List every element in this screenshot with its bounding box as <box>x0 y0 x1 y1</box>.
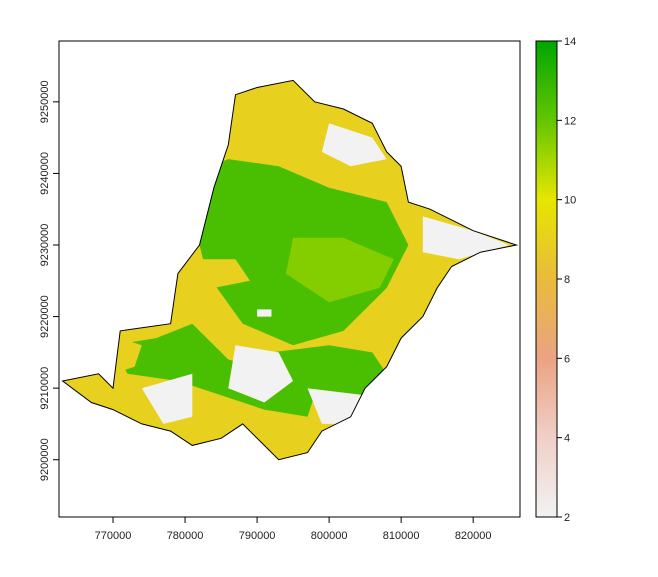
y-tick-label: 9210000 <box>39 367 51 410</box>
raster-layer <box>62 80 517 460</box>
raster-region-13 <box>257 309 272 317</box>
x-tick-label: 810000 <box>383 530 420 542</box>
raster-region-3 <box>271 345 387 403</box>
y-tick-label: 9250000 <box>39 80 51 123</box>
legend-colorbar <box>535 40 558 518</box>
color-legend: 2 4 6 8 10 12 14 <box>535 36 576 524</box>
x-tick-label: 790000 <box>239 530 276 542</box>
legend-tick-label: 12 <box>564 115 576 127</box>
legend-tick-label: 14 <box>564 36 576 48</box>
legend-tick-label: 8 <box>564 274 570 286</box>
y-tick-label: 9220000 <box>39 295 51 338</box>
x-axis: 770000 780000 790000 800000 810000 820000 <box>95 517 492 542</box>
raster-region-9 <box>141 373 193 424</box>
x-tick-label: 820000 <box>455 530 492 542</box>
y-tick-label: 9200000 <box>39 438 51 481</box>
raster-region-10 <box>321 123 387 167</box>
raster-region-11 <box>307 388 366 424</box>
legend-tick-label: 4 <box>564 433 570 445</box>
raster-region-4 <box>235 94 322 138</box>
y-axis: 9200000 9210000 9220000 9230000 9240000 92500… <box>39 80 59 481</box>
y-tick-label: 9230000 <box>39 224 51 267</box>
study-area-boundary <box>61 79 519 461</box>
x-tick-label: 770000 <box>95 530 132 542</box>
legend-ticks: 2 4 6 8 10 12 14 <box>557 36 576 524</box>
raster-region-5 <box>113 338 142 374</box>
y-tick-label: 9240000 <box>39 152 51 195</box>
raster-region-7 <box>199 259 250 288</box>
raster-region-1 <box>285 237 394 303</box>
raster-region-8 <box>228 345 294 403</box>
legend-tick-label: 10 <box>564 195 576 207</box>
x-tick-label: 800000 <box>311 530 348 542</box>
plot-frame <box>58 40 521 518</box>
raster-region-12 <box>422 216 510 260</box>
legend-tick-label: 6 <box>564 353 570 365</box>
x-tick-label: 780000 <box>167 530 204 542</box>
legend-tick-label: 2 <box>564 512 570 524</box>
